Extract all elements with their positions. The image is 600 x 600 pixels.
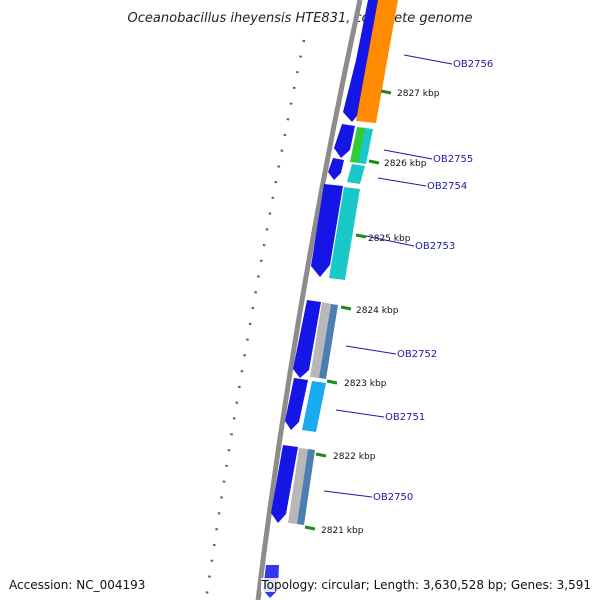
gene-arrow-ob2755	[334, 124, 355, 158]
gene-label-ob2751[interactable]: OB2751	[385, 412, 425, 423]
tick-label: 2824 kbp	[356, 306, 399, 316]
leader-line	[403, 54, 453, 65]
leader-line	[377, 177, 427, 187]
gene-labels: OB2756 OB2755 OB2754 OB2753 OB2752 OB275…	[373, 59, 493, 503]
gene-label-ob2750[interactable]: OB2750	[373, 492, 413, 503]
tick-label: 2823 kbp	[344, 379, 387, 389]
leader-line	[345, 345, 397, 355]
tick-label: 2822 kbp	[333, 452, 376, 462]
gene-arrow-ob2751	[285, 378, 308, 430]
green-feature	[350, 127, 366, 163]
topology-text: Topology: circular; Length: 3,630,528 bp…	[261, 578, 591, 592]
accession-text: Accession: NC_004193	[9, 578, 146, 592]
tick-mark	[368, 159, 380, 165]
gene-arrow-ob2753	[311, 184, 343, 277]
tick-label: 2825 kbp	[368, 234, 411, 244]
sky-feature	[302, 381, 326, 432]
tick-mark	[355, 233, 367, 239]
gene-arrow-ob2750	[271, 445, 298, 523]
cyan-feature-a	[358, 128, 373, 164]
leader-line	[335, 409, 385, 418]
leader-line	[365, 235, 415, 247]
gene-arrow-ob2754	[328, 158, 344, 180]
cyan-feature-b	[347, 164, 365, 184]
gene-leader-lines	[323, 54, 453, 498]
tick-label: 2827 kbp	[397, 89, 440, 99]
genome-backbone	[255, 0, 363, 600]
leader-line	[323, 490, 373, 498]
tick-mark	[380, 89, 392, 95]
gene-label-ob2756[interactable]: OB2756	[453, 59, 493, 70]
orange-feature	[356, 0, 398, 123]
gene-label-ob2755[interactable]: OB2755	[433, 154, 473, 165]
gene-arrow-ob2752	[293, 300, 321, 378]
tick-mark	[304, 525, 316, 531]
kbp-ticks	[304, 89, 392, 531]
tick-mark	[315, 452, 327, 458]
grey-feature-b	[288, 448, 308, 524]
kbp-tick-labels: 2827 kbp 2826 kbp 2825 kbp 2824 kbp 2823…	[321, 89, 440, 536]
tick-mark	[326, 379, 338, 385]
tick-label: 2821 kbp	[321, 526, 364, 536]
gene-label-ob2753[interactable]: OB2753	[415, 241, 455, 252]
tick-mark	[340, 305, 352, 311]
steel-feature-a	[319, 304, 338, 379]
leader-line	[383, 149, 433, 160]
cyan-feature-c	[329, 187, 360, 280]
steel-feature-b	[297, 449, 315, 525]
gene-label-ob2754[interactable]: OB2754	[427, 181, 467, 192]
grey-feature-a	[310, 302, 331, 378]
gene-label-ob2752[interactable]: OB2752	[397, 349, 437, 360]
map-title: Oceanobacillus iheyensis HTE831, complet…	[128, 11, 473, 26]
tick-label: 2826 kbp	[384, 159, 427, 169]
